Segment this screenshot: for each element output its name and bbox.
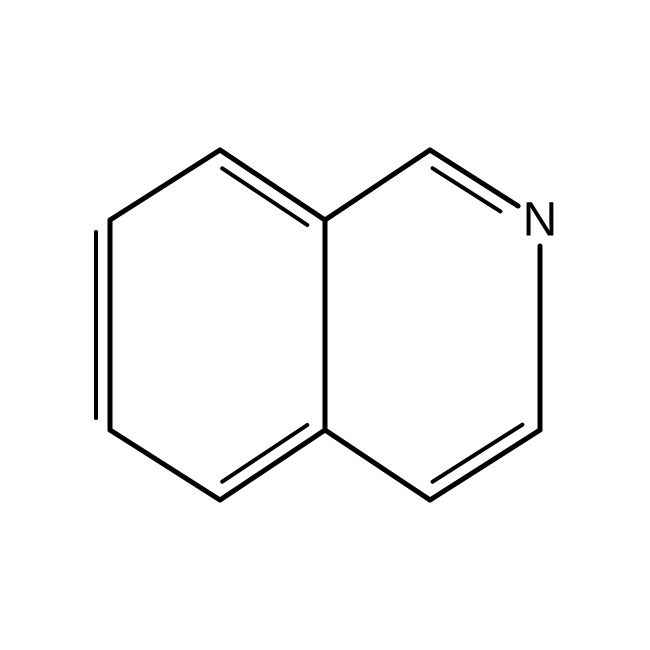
atom-label-n: N [523, 194, 558, 247]
bond-line [433, 425, 523, 482]
bond-line [430, 150, 518, 206]
bond-line [110, 150, 220, 220]
bond-line [325, 430, 430, 500]
bond-line [430, 430, 540, 500]
molecule-diagram: N [0, 0, 650, 650]
bond-line [325, 150, 430, 220]
bond-line [110, 430, 220, 500]
bond-line [222, 168, 307, 225]
bond-line [220, 150, 325, 220]
bond-line [220, 430, 325, 500]
bond-line [222, 425, 307, 482]
